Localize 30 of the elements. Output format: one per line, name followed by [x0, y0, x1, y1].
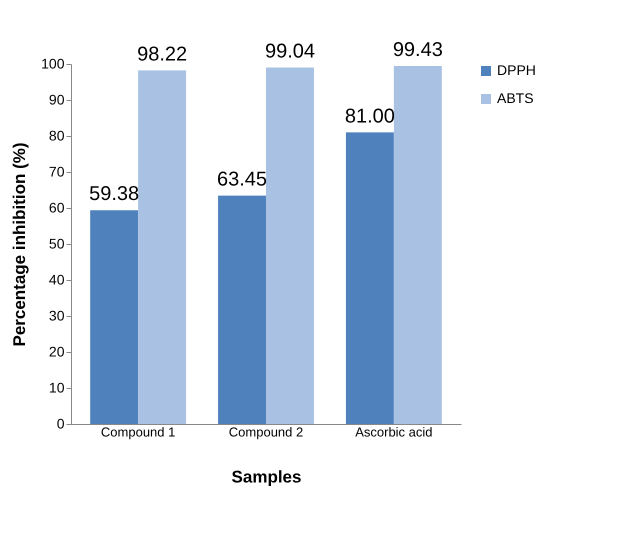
data-label: 99.04: [264, 40, 316, 62]
bar: [266, 67, 314, 424]
y-axis-title: Percentage inhibition (%): [10, 142, 30, 347]
y-tick-label: 80: [48, 128, 65, 144]
legend-label: DPPH: [497, 62, 536, 78]
y-tick-label: 20: [48, 344, 65, 360]
y-tick-label: 60: [48, 200, 65, 216]
y-tick-label: 0: [56, 416, 65, 432]
y-tick-label: 100: [41, 56, 65, 72]
x-axis-title: Samples: [232, 468, 302, 486]
data-label: 81.00: [344, 105, 395, 128]
bar: [218, 196, 266, 424]
x-tick-label: Compound 1: [100, 424, 176, 440]
y-tick-label: 30: [48, 308, 65, 324]
y-tick-label: 70: [48, 164, 65, 180]
bar: [394, 66, 442, 424]
bar: [346, 132, 394, 424]
x-tick-label: Ascorbic acid: [355, 424, 433, 440]
y-tick-label: 40: [48, 272, 65, 288]
legend-label: ABTS: [497, 90, 534, 106]
bar: [90, 210, 138, 424]
data-label: 99.43: [392, 39, 443, 62]
data-label: 59.38: [89, 183, 140, 206]
data-label: 98.22: [137, 43, 188, 66]
y-tick-label: 90: [48, 92, 65, 108]
y-tick-label: 10: [48, 380, 65, 396]
y-tick-label: 50: [48, 236, 65, 252]
bar: [138, 70, 186, 424]
x-tick-label: Compound 2: [228, 424, 304, 440]
data-label: 63.45: [216, 168, 268, 191]
